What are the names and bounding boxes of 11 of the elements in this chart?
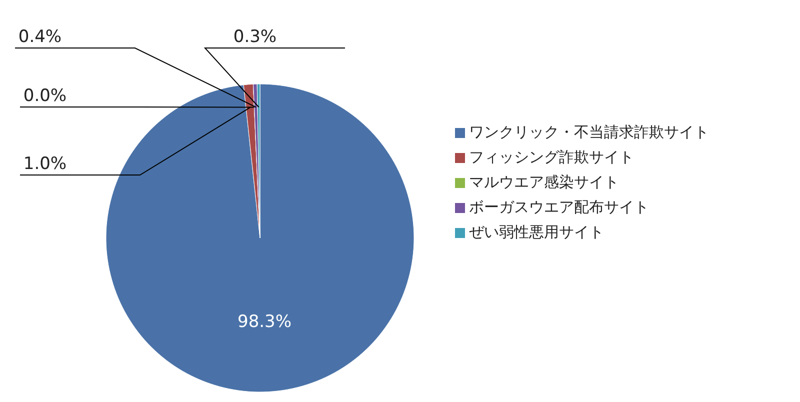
legend-label: ぜい弱性悪用サイト (469, 223, 604, 242)
legend-label: フィッシング詐欺サイト (469, 148, 634, 166)
legend-label: マルウエア感染サイト (469, 173, 619, 192)
text: 0.0% (23, 86, 67, 106)
data-label: 1.0% (23, 154, 67, 174)
data-label: 0.4% (18, 27, 62, 47)
legend-label: ワンクリック・不当請求詐欺サイト (469, 123, 709, 142)
legend-label: ボーガスウエア配布サイト (469, 198, 649, 216)
pie-slice (106, 84, 414, 392)
data-label: 98.3% (238, 312, 292, 332)
data-label: 0.3% (233, 27, 277, 47)
